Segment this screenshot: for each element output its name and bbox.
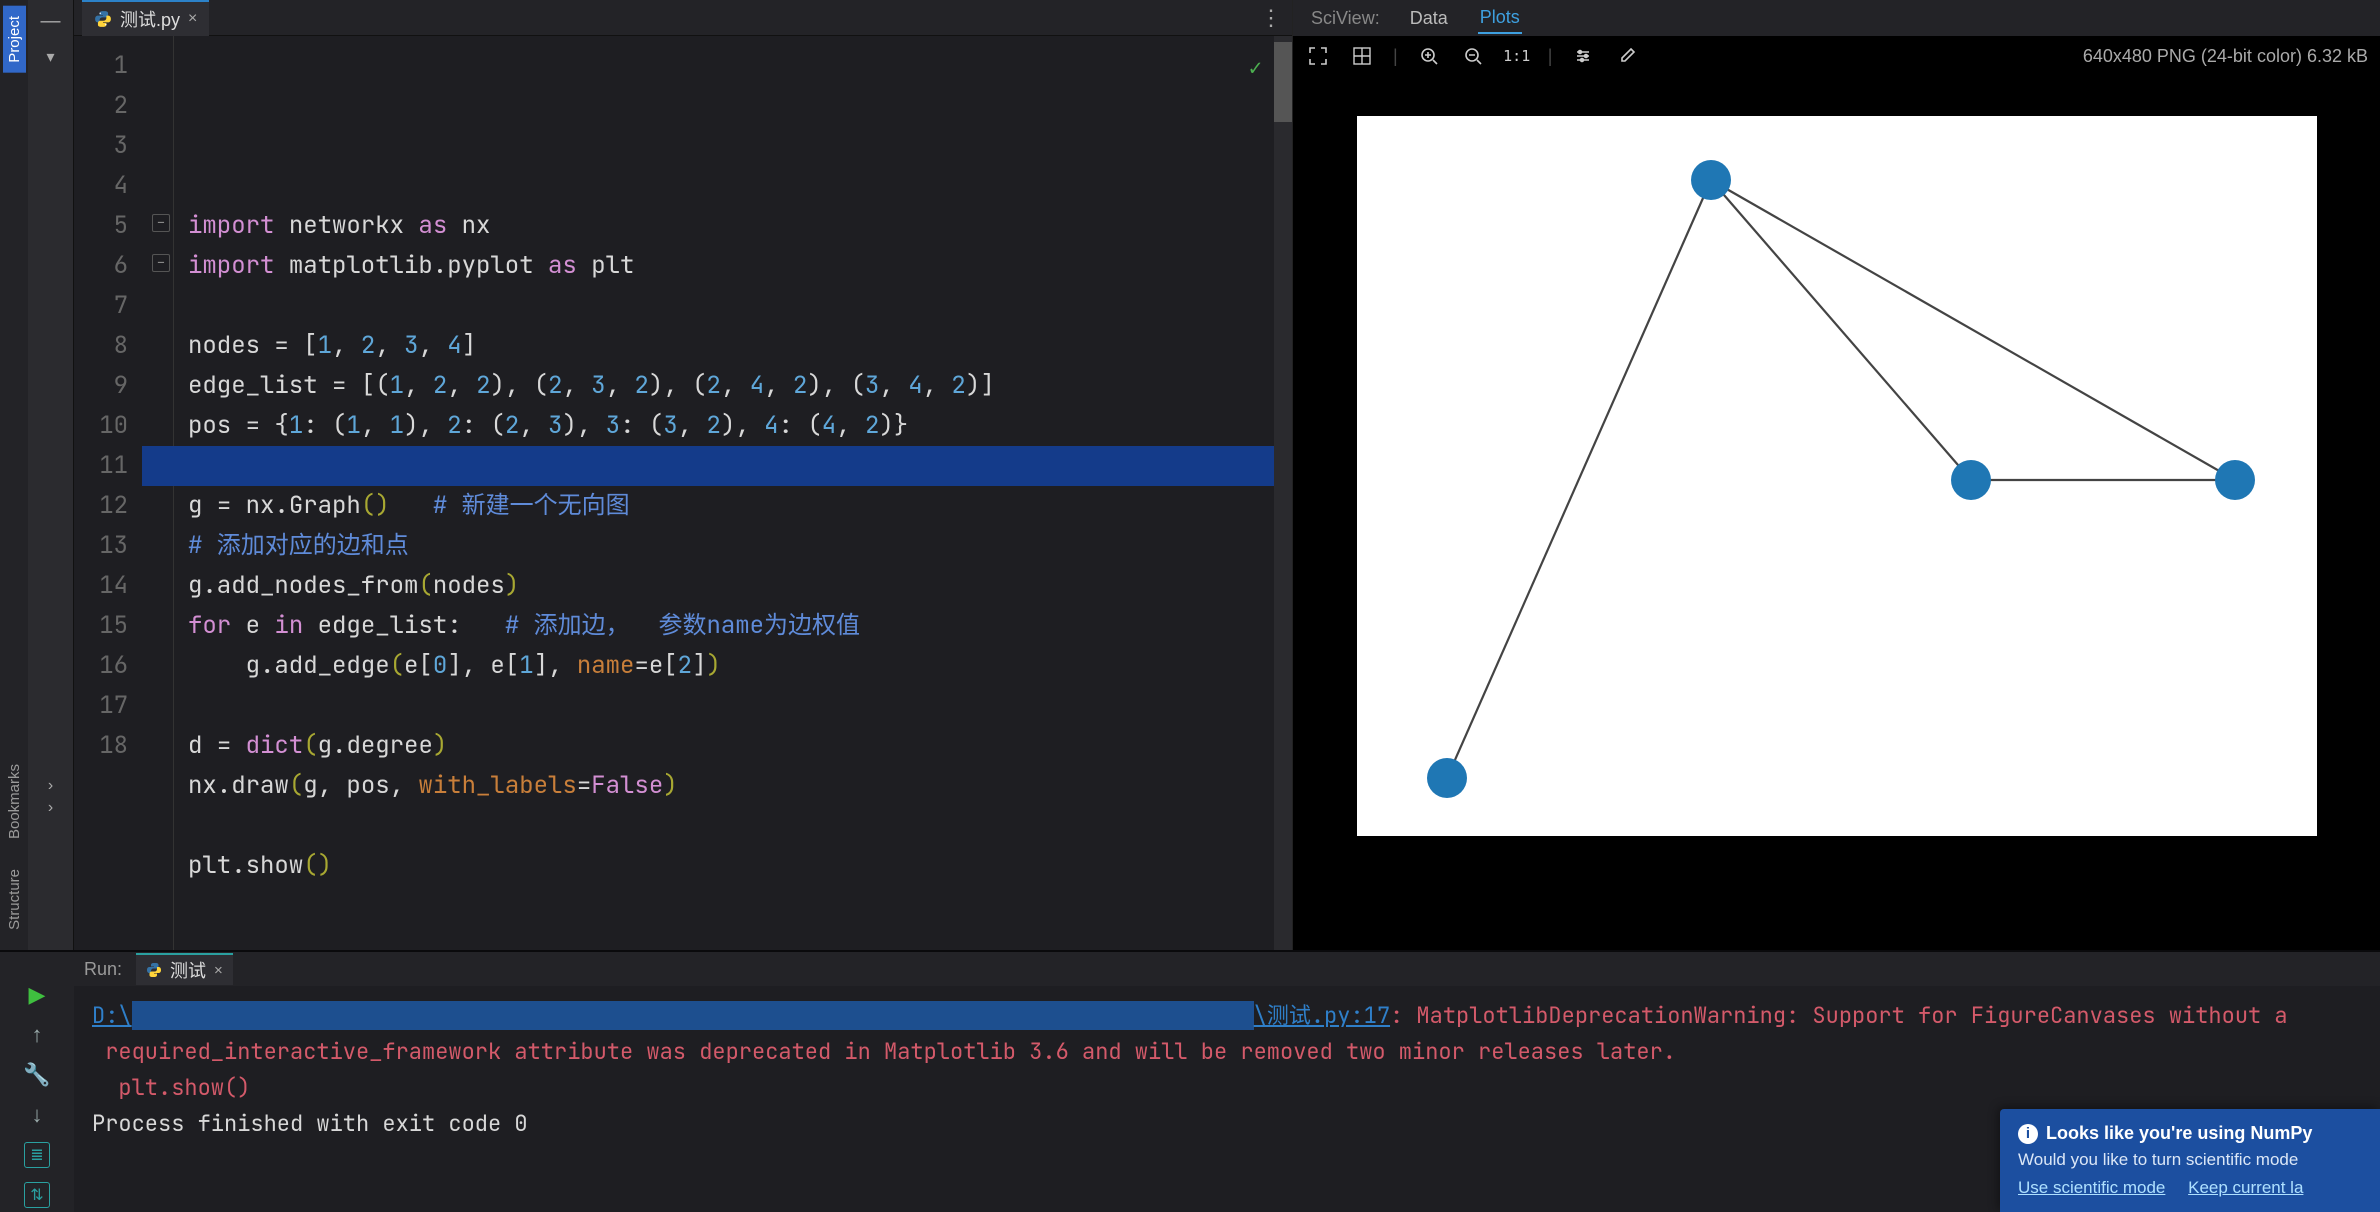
run-play-icon[interactable]: ▶ bbox=[29, 982, 46, 1008]
scroll-up-icon[interactable]: ↑ bbox=[32, 1022, 43, 1048]
code-line[interactable] bbox=[142, 886, 1274, 926]
use-scientific-mode-link[interactable]: Use scientific mode bbox=[2018, 1178, 2165, 1197]
console-line: D:\ \测试.py:17: MatplotlibDeprecationWarn… bbox=[92, 998, 2362, 1034]
soft-wrap-icon[interactable]: ≣ bbox=[24, 1142, 50, 1168]
run-label: Run: bbox=[84, 959, 122, 980]
network-plot bbox=[1357, 116, 2317, 836]
collapse-icon[interactable]: — bbox=[41, 10, 61, 33]
sciview-label: SciView: bbox=[1311, 8, 1380, 29]
console-line: plt.show() bbox=[92, 1070, 2362, 1106]
notification-body: Would you like to turn scientific mode bbox=[2018, 1150, 2362, 1170]
close-icon[interactable]: × bbox=[214, 962, 223, 979]
chevron-right-icon[interactable]: › bbox=[48, 799, 53, 817]
bookmarks-label: Bookmarks bbox=[6, 764, 23, 839]
editor-scrollbar[interactable] bbox=[1274, 36, 1292, 950]
plot-viewport[interactable] bbox=[1293, 76, 2380, 950]
line-number-gutter: 123456789101112131415161718 bbox=[74, 36, 142, 950]
grid-icon[interactable] bbox=[1349, 43, 1375, 69]
code-line[interactable]: nodes = [1, 2, 3, 4] bbox=[142, 326, 1274, 366]
close-icon[interactable]: × bbox=[188, 10, 197, 28]
code-line[interactable]: pos = {1: (1, 1), 2: (2, 3), 3: (3, 2), … bbox=[142, 406, 1274, 446]
inspection-ok-icon[interactable]: ✓ bbox=[1249, 48, 1262, 88]
run-tab-bar: Run: 测试 × bbox=[74, 952, 2380, 986]
chevron-right-icon[interactable]: › bbox=[48, 777, 53, 795]
zoom-out-icon[interactable] bbox=[1460, 43, 1486, 69]
one-to-one-icon[interactable]: 1:1 bbox=[1504, 43, 1530, 69]
code-line[interactable]: for e in edge_list: # 添加边， 参数name为边权值 bbox=[142, 606, 1274, 646]
project-toolwindow-tab[interactable]: Project bbox=[3, 6, 26, 73]
code-line[interactable]: # 添加对应的边和点 bbox=[142, 526, 1274, 566]
structure-label: Structure bbox=[6, 869, 23, 930]
bookmarks-toolwindow-tab[interactable]: Bookmarks bbox=[3, 754, 26, 849]
file-tab-bar: 测试.py × ⋮ bbox=[74, 0, 1292, 36]
fullscreen-icon[interactable] bbox=[1305, 43, 1331, 69]
editor-panel: 测试.py × ⋮ 123456789101112131415161718 ✓ … bbox=[74, 0, 1292, 950]
code-line[interactable]: d = dict(g.degree) bbox=[142, 726, 1274, 766]
left-tool-strip: Project Bookmarks Structure bbox=[0, 0, 28, 950]
project-label: Project bbox=[6, 16, 23, 63]
code-content[interactable]: ✓ –import networkx as nx–import matplotl… bbox=[142, 36, 1274, 950]
structure-toolwindow-tab[interactable]: Structure bbox=[3, 859, 26, 940]
python-run-icon bbox=[146, 962, 162, 978]
color-picker-icon[interactable] bbox=[1614, 43, 1640, 69]
fold-icon[interactable]: – bbox=[152, 214, 170, 232]
numpy-notification: i Looks like you're using NumPy Would yo… bbox=[2000, 1109, 2380, 1212]
settings-icon[interactable] bbox=[1570, 43, 1596, 69]
file-tab[interactable]: 测试.py × bbox=[82, 0, 209, 36]
sciview-tab-bar: SciView: Data Plots bbox=[1293, 0, 2380, 36]
file-tab-name: 测试.py bbox=[120, 6, 180, 32]
run-tab-name: 测试 bbox=[170, 957, 206, 983]
code-line[interactable] bbox=[142, 686, 1274, 726]
plot-meta-text: 640x480 PNG (24-bit color) 6.32 kB bbox=[2083, 46, 2368, 67]
code-line[interactable]: edge_list = [(1, 2, 2), (2, 3, 2), (2, 4… bbox=[142, 366, 1274, 406]
project-tree-collapsed: — ▾ › › bbox=[28, 0, 74, 950]
code-line[interactable]: g.add_edge(e[0], e[1], name=e[2]) bbox=[142, 646, 1274, 686]
sciview-toolbar: | 1:1 | 640x480 PNG (24-bit color) 6.32 … bbox=[1293, 36, 2380, 76]
zoom-in-icon[interactable] bbox=[1416, 43, 1442, 69]
run-side-toolbar: ▶ ↑ 🔧 ↓ ≣ ⇅ bbox=[0, 952, 74, 1212]
sciview-tab-data[interactable]: Data bbox=[1408, 4, 1450, 33]
code-line[interactable] bbox=[142, 806, 1274, 846]
console-line: required_interactive_framework attribute… bbox=[92, 1034, 2362, 1070]
code-editor[interactable]: 123456789101112131415161718 ✓ –import ne… bbox=[74, 36, 1292, 950]
code-line[interactable]: nx.draw(g, pos, with_labels=False) bbox=[142, 766, 1274, 806]
code-line[interactable]: –import matplotlib.pyplot as plt bbox=[142, 246, 1274, 286]
code-line[interactable]: g.add_nodes_from(nodes) bbox=[142, 566, 1274, 606]
keep-current-layout-link[interactable]: Keep current la bbox=[2188, 1178, 2303, 1197]
info-icon: i bbox=[2018, 1124, 2038, 1144]
fold-icon[interactable]: – bbox=[152, 254, 170, 272]
scroll-down-icon[interactable]: ↓ bbox=[32, 1102, 43, 1128]
sciview-panel: SciView: Data Plots | 1:1 | 640x480 PNG … bbox=[1292, 0, 2380, 950]
run-config-tab[interactable]: 测试 × bbox=[136, 953, 233, 985]
code-line[interactable] bbox=[142, 286, 1274, 326]
tabs-overflow-icon[interactable]: ⋮ bbox=[1260, 5, 1282, 31]
code-line[interactable] bbox=[142, 446, 1274, 486]
code-line[interactable]: plt.show() bbox=[142, 846, 1274, 886]
chevron-down-icon[interactable]: ▾ bbox=[46, 47, 54, 67]
wrench-icon[interactable]: 🔧 bbox=[23, 1062, 50, 1088]
code-line[interactable]: g = nx.Graph() # 新建一个无向图 bbox=[142, 486, 1274, 526]
sciview-tab-plots[interactable]: Plots bbox=[1478, 3, 1522, 34]
python-file-icon bbox=[94, 10, 112, 28]
code-line[interactable]: –import networkx as nx bbox=[142, 206, 1274, 246]
scroll-to-end-icon[interactable]: ⇅ bbox=[24, 1182, 50, 1208]
notification-title: Looks like you're using NumPy bbox=[2046, 1123, 2312, 1144]
